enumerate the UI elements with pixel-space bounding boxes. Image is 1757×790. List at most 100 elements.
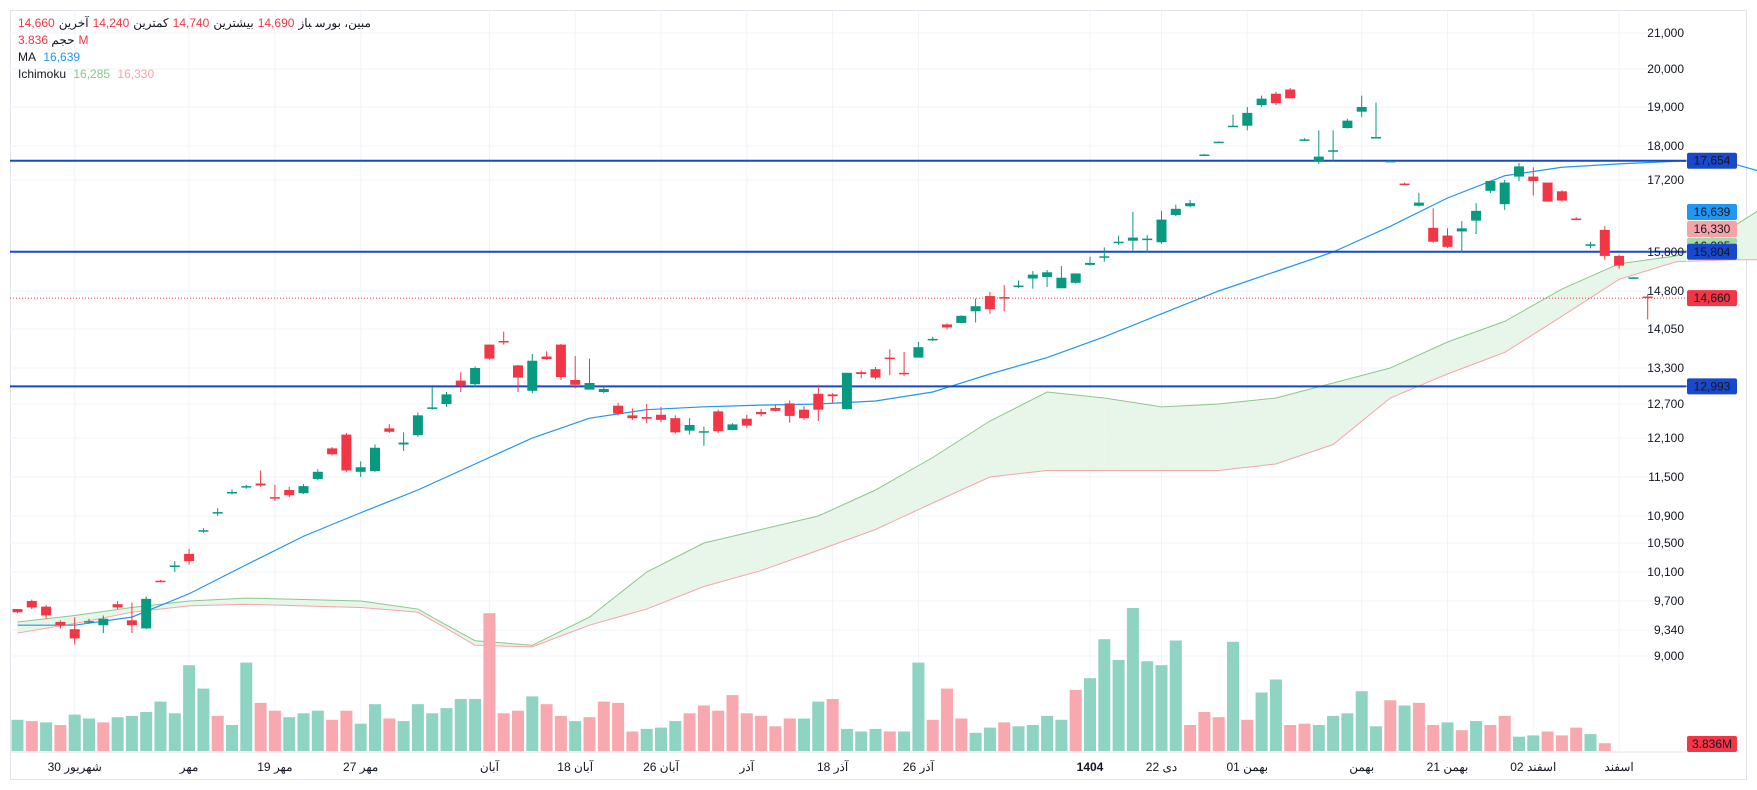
candle-body (255, 483, 266, 486)
volume-badge-bg (1687, 736, 1737, 752)
volume-bar (197, 688, 210, 751)
legend-ma-row[interactable]: MA 16,639 (18, 49, 375, 66)
volume-bar (11, 719, 24, 751)
volume-bar (54, 725, 67, 751)
candle-body (656, 414, 666, 420)
candle-body (12, 609, 23, 613)
volume-bar (1155, 665, 1168, 751)
candle-body (227, 491, 237, 494)
ichimoku-cloud-segment (189, 598, 247, 606)
candle-body (1142, 238, 1153, 241)
last-price-badge-bg (1687, 290, 1737, 307)
legend-open-label: باز (298, 16, 312, 30)
x-axis-label: 26 آبان (643, 759, 679, 774)
volume-bar (1427, 725, 1440, 751)
legend-volume-row[interactable]: حجم 3.836M (18, 32, 375, 49)
ichimoku-cloud-segment (1161, 404, 1219, 471)
ichimoku-cloud-segment (303, 599, 361, 608)
ichimoku-cloud-segment (1561, 263, 1620, 317)
ichimoku-cloud-segment (1447, 321, 1505, 374)
ichimoku-cloud-segment (818, 490, 876, 551)
volume-bar (1341, 713, 1354, 751)
ichimoku-cloud-segment (646, 543, 704, 610)
volume-bar (1141, 661, 1154, 751)
volume-bar (1484, 725, 1497, 751)
volume-bar (969, 732, 982, 751)
legend-ichimoku-row[interactable]: Ichimoku 16,285 16,330 (18, 66, 375, 83)
ichimoku-cloud-segment (417, 609, 447, 629)
candle-body (41, 606, 52, 616)
volume-bar (497, 713, 510, 751)
candle-body (1228, 125, 1238, 128)
volume-bar (640, 728, 653, 751)
candle-body (1399, 183, 1410, 186)
candle-body (784, 403, 795, 416)
candle-body (470, 368, 481, 385)
candle-body (1628, 277, 1639, 279)
candle-body (684, 424, 695, 431)
y-axis-tick-label: 21,000 (1647, 26, 1684, 40)
candle-body (799, 409, 809, 419)
candle-body (1485, 181, 1496, 191)
volume-bar (1312, 725, 1325, 751)
volume-bar (397, 721, 410, 751)
volume-bar (1184, 725, 1197, 751)
ichimoku-cloud-segment (1390, 342, 1448, 398)
ichimoku-cloud-segment (360, 601, 418, 613)
volume-bar (712, 710, 725, 751)
volume-bar (840, 728, 853, 751)
volume-bar (469, 699, 482, 751)
candle-body (269, 497, 280, 499)
candle-body (1085, 262, 1095, 265)
volume-bar (1269, 679, 1282, 751)
candle-body (956, 315, 967, 323)
candle-body (513, 365, 523, 378)
y-axis-tick-label: 14,800 (1647, 284, 1684, 298)
volume-bar (683, 713, 696, 751)
volume-bar (354, 723, 367, 751)
candle-body (212, 512, 223, 514)
hline-badge-bg (1687, 378, 1737, 395)
candle-body (1199, 154, 1210, 156)
legend-ichimoku-value1: 16,285 (73, 67, 111, 81)
volume-bar (1084, 678, 1096, 751)
candle-body (1113, 241, 1124, 244)
volume-bar (1227, 641, 1239, 751)
y-axis-tick-label: 10,900 (1647, 509, 1684, 523)
x-axis-label: 02 اسفند (1510, 760, 1556, 774)
volume-bar (697, 705, 710, 751)
volume-bar (1026, 725, 1039, 751)
candle-body (498, 340, 509, 343)
legend-symbol: مبین، بورس (315, 16, 371, 30)
y-axis-tick-label: 9,340 (1654, 623, 1684, 637)
ichimoku-cloud-segment (1504, 289, 1562, 353)
y-axis-tick-label: 12,100 (1647, 431, 1684, 445)
x-axis-label: اسفند (1604, 760, 1633, 774)
candle-body (284, 490, 295, 496)
volume-bar (626, 731, 639, 751)
volume-bar (1541, 731, 1554, 751)
volume-bar (540, 704, 553, 751)
volume-bar (998, 722, 1011, 751)
x-axis-label: 22 دی (1146, 760, 1177, 774)
candle-body (584, 383, 595, 390)
volume-bar (1198, 712, 1211, 751)
candle-body (112, 604, 123, 608)
volume-bar (383, 718, 396, 751)
candle-body (327, 448, 338, 455)
hline-badge: 15,804 (1694, 245, 1731, 259)
volume-bar (955, 718, 968, 751)
y-axis-tick-label: 10,100 (1647, 565, 1684, 579)
volume-bar (483, 613, 496, 751)
candle-body (555, 344, 566, 377)
candle-body (770, 407, 781, 411)
x-axis-label: 18 آبان (557, 759, 593, 774)
volume-bar (25, 721, 38, 751)
volume-bar (855, 731, 868, 751)
candle-body (1328, 150, 1339, 152)
candle-body (155, 580, 166, 583)
ma-badge-bg (1687, 204, 1737, 220)
volume-bar (168, 713, 181, 751)
legend-low-value: 14,240 (92, 16, 130, 30)
